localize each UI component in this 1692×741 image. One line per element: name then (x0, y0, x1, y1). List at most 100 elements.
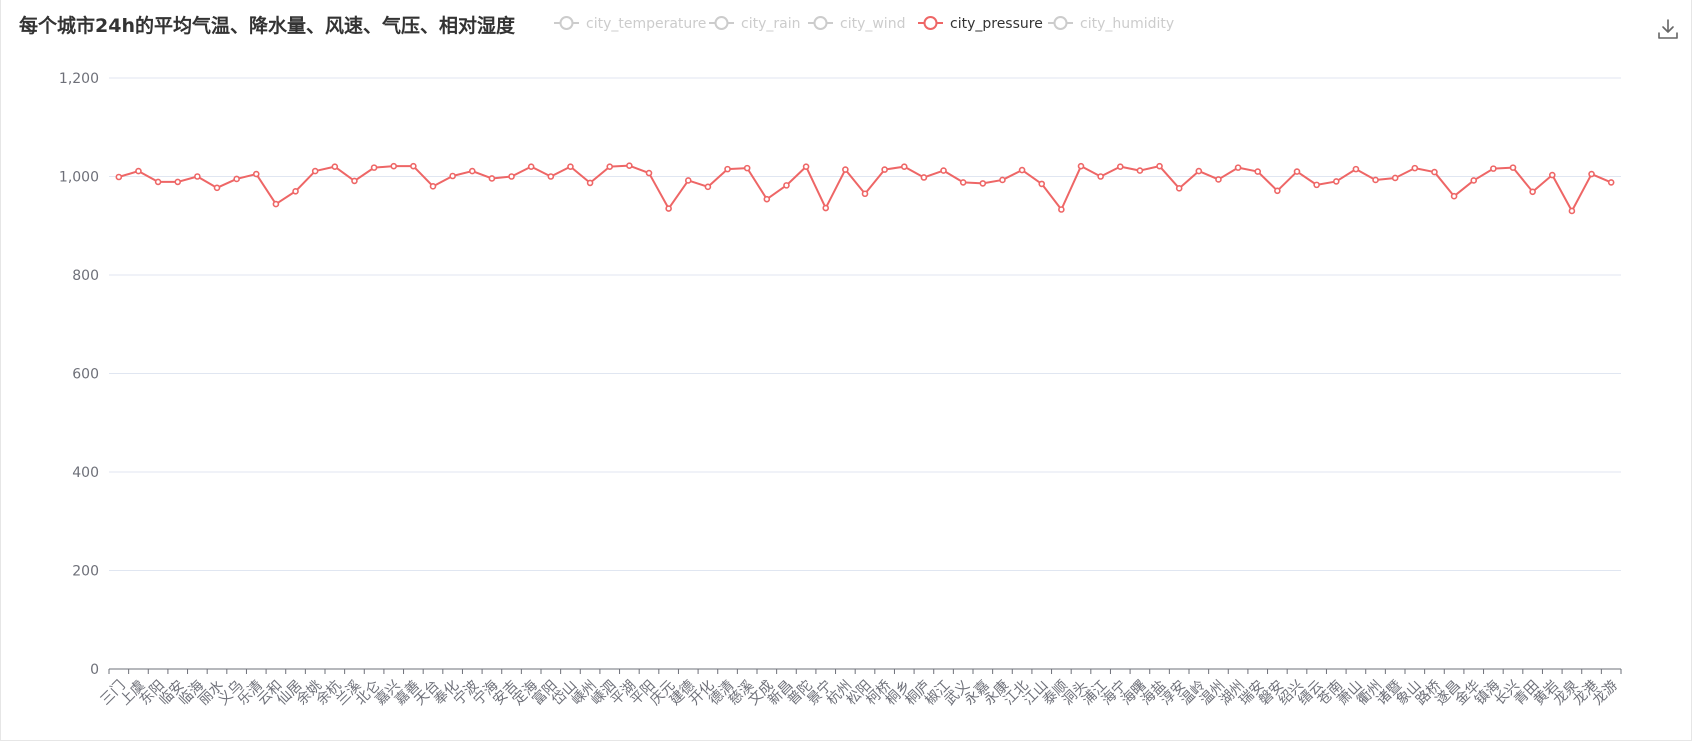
data-point[interactable] (1548, 171, 1556, 179)
series-line-city_pressure (118, 164, 1612, 212)
data-point[interactable] (1490, 165, 1497, 172)
data-point[interactable] (959, 179, 967, 186)
legend-item-city_humidity[interactable]: city_humidity (1048, 16, 1174, 32)
data-point[interactable] (940, 167, 947, 174)
legend-item-city_rain[interactable]: city_rain (709, 16, 800, 32)
legend-circle-icon (1053, 16, 1068, 30)
data-point[interactable] (233, 175, 240, 183)
data-point[interactable] (743, 164, 751, 172)
legend-circle-icon (559, 16, 574, 30)
data-point[interactable] (606, 163, 614, 170)
legend-label: city_pressure (950, 16, 1043, 32)
data-point[interactable] (1097, 173, 1104, 180)
data-point[interactable] (783, 182, 790, 189)
data-point[interactable] (1352, 165, 1360, 173)
data-point[interactable] (842, 166, 849, 173)
data-point[interactable] (586, 179, 594, 187)
data-point[interactable] (684, 177, 692, 184)
data-point[interactable] (881, 166, 888, 173)
data-point[interactable] (1372, 176, 1379, 184)
data-point[interactable] (1509, 164, 1517, 171)
data-point[interactable] (468, 167, 476, 175)
data-point[interactable] (1058, 206, 1065, 213)
data-point[interactable] (1607, 179, 1615, 186)
data-point[interactable] (1195, 167, 1203, 175)
legend-label: city_humidity (1080, 16, 1174, 32)
y-tick-label: 600 (72, 367, 99, 383)
data-point[interactable] (1116, 163, 1124, 170)
data-point[interactable] (704, 183, 712, 191)
y-tick-label: 1,000 (59, 170, 99, 186)
data-point[interactable] (527, 163, 535, 170)
data-point[interactable] (1293, 168, 1301, 175)
data-point[interactable] (1254, 168, 1262, 175)
data-point[interactable] (1332, 178, 1340, 185)
data-point[interactable] (272, 200, 280, 208)
data-point[interactable] (999, 176, 1006, 184)
data-point[interactable] (1313, 181, 1320, 189)
data-point[interactable] (979, 180, 987, 187)
data-point[interactable] (115, 173, 123, 181)
download-icon[interactable] (1655, 16, 1681, 42)
data-point[interactable] (154, 178, 162, 186)
data-point[interactable] (1156, 162, 1163, 170)
data-point[interactable] (488, 175, 496, 182)
data-point[interactable] (194, 173, 201, 180)
data-point[interactable] (370, 164, 378, 171)
data-point[interactable] (822, 204, 830, 212)
data-point[interactable] (1018, 166, 1026, 174)
data-point[interactable] (567, 163, 574, 170)
data-point[interactable] (1529, 188, 1536, 196)
data-point[interactable] (763, 195, 771, 203)
data-point[interactable] (1470, 177, 1478, 184)
data-point[interactable] (665, 205, 672, 212)
data-point[interactable] (724, 165, 731, 173)
data-point[interactable] (410, 162, 417, 170)
data-point[interactable] (351, 177, 358, 185)
data-point[interactable] (802, 163, 810, 170)
data-point[interactable] (390, 162, 398, 170)
data-point[interactable] (900, 163, 908, 170)
y-tick-label: 400 (72, 465, 99, 481)
data-point[interactable] (1077, 162, 1085, 170)
y-axis: 0 200 400 600 800 1,000 1,200 (59, 71, 99, 678)
data-point[interactable] (1411, 164, 1419, 172)
legend-item-city_temperature[interactable]: city_temperature (554, 16, 706, 32)
data-point[interactable] (1568, 207, 1576, 215)
data-point[interactable] (1391, 174, 1399, 182)
y-tick-label: 0 (90, 662, 99, 678)
data-point[interactable] (449, 172, 456, 180)
data-point[interactable] (1175, 185, 1183, 192)
data-point[interactable] (135, 167, 142, 175)
data-point[interactable] (311, 167, 319, 175)
data-point[interactable] (1038, 180, 1046, 188)
data-point[interactable] (331, 163, 339, 170)
data-point[interactable] (861, 190, 869, 198)
data-point[interactable] (1450, 192, 1458, 200)
data-point[interactable] (213, 184, 221, 192)
data-point[interactable] (645, 169, 653, 177)
y-tick-label: 1,200 (59, 71, 99, 87)
chart-title: 每个城市24h的平均气温、降水量、风速、气压、相对湿度 (19, 15, 515, 37)
x-axis: 三门上虞东阳临安临海丽水义乌乐清云和仙居余姚余杭兰溪北仑嘉兴嘉善天台奉化宁波宁海… (97, 668, 1622, 709)
legend: city_temperature city_rain city_wind city_p… (554, 16, 1174, 32)
y-tick-label: 800 (72, 268, 99, 284)
data-point[interactable] (920, 174, 928, 181)
data-point[interactable] (1215, 176, 1222, 183)
data-point[interactable] (1588, 170, 1595, 178)
data-point[interactable] (429, 183, 437, 190)
legend-item-city_pressure[interactable]: city_pressure (918, 16, 1043, 32)
data-point[interactable] (626, 162, 633, 169)
data-point[interactable] (252, 170, 260, 178)
legend-item-city_wind[interactable]: city_wind (808, 16, 905, 32)
data-point[interactable] (1431, 168, 1438, 176)
data-point[interactable] (1136, 167, 1144, 174)
data-point[interactable] (174, 178, 182, 186)
data-point[interactable] (1234, 164, 1242, 171)
data-point[interactable] (1274, 187, 1281, 195)
data-point[interactable] (508, 173, 515, 180)
data-point[interactable] (292, 187, 299, 195)
data-point[interactable] (547, 173, 555, 180)
